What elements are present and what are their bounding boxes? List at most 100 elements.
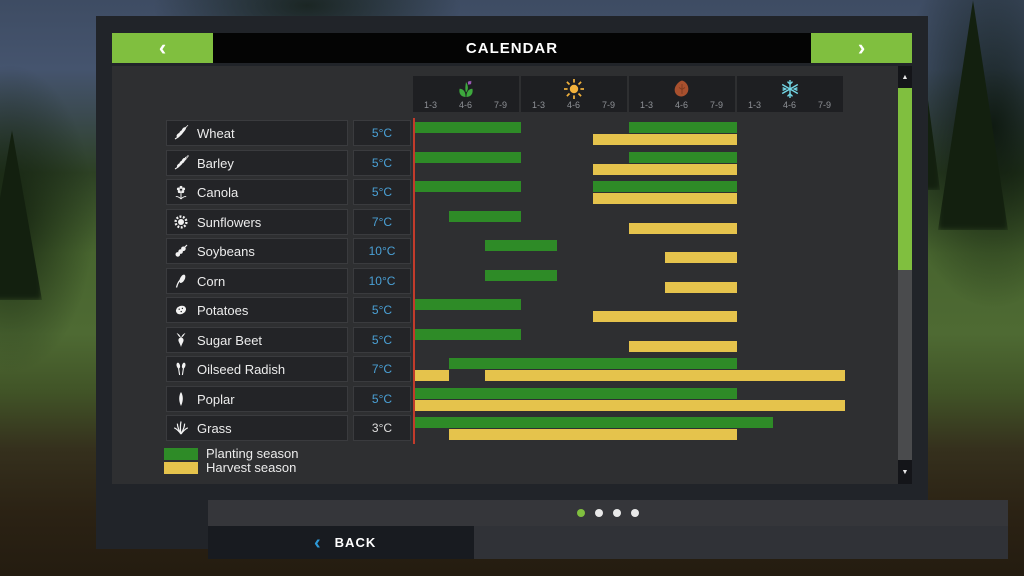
chevron-left-icon: ‹ xyxy=(158,35,167,60)
pagination xyxy=(208,500,1008,526)
planting-bar xyxy=(485,270,557,281)
page-dot-4[interactable] xyxy=(631,509,639,517)
germination-temp: 10°C xyxy=(353,268,411,294)
harvest-bar xyxy=(449,429,737,440)
harvest-bar xyxy=(593,134,737,145)
triangle-down-icon: ▼ xyxy=(901,468,909,476)
page-dot-2[interactable] xyxy=(595,509,603,517)
crop-name: Grass xyxy=(197,420,232,436)
planting-bar xyxy=(629,122,737,133)
sugar-beet-icon xyxy=(173,332,189,348)
planting-bar xyxy=(593,181,737,192)
corn-icon xyxy=(173,273,189,289)
legend-label: Harvest season xyxy=(206,460,297,475)
harvest-bar xyxy=(593,193,737,204)
period-label: 1-3 xyxy=(747,100,761,110)
crop-row-barley: Barley xyxy=(166,150,348,176)
current-day-line xyxy=(413,118,415,444)
crop-row-canola: Canola xyxy=(166,179,348,205)
harvest-bar xyxy=(485,370,845,381)
crop-name: Wheat xyxy=(197,125,235,141)
season-autumn: 1-3 4-6 7-9 xyxy=(629,76,735,112)
period-label: 1-3 xyxy=(531,100,545,110)
germination-temp: 5°C xyxy=(353,179,411,205)
germination-temp: 5°C xyxy=(353,327,411,353)
sunflowers-icon xyxy=(173,214,189,230)
crop-name: Soybeans xyxy=(197,243,255,259)
crop-name: Corn xyxy=(197,273,226,289)
harvest-bar xyxy=(665,252,737,263)
crop-row-corn: Corn xyxy=(166,268,348,294)
harvest-bar xyxy=(593,164,737,175)
period-label: 7-9 xyxy=(709,100,723,110)
crop-name: Sugar Beet xyxy=(197,332,263,348)
potatoes-icon xyxy=(173,302,189,318)
harvest-bar xyxy=(413,370,449,381)
grass-icon xyxy=(173,420,189,436)
next-page-button[interactable]: › xyxy=(811,33,912,63)
chevron-right-icon: › xyxy=(857,35,866,60)
harvest-bar xyxy=(629,341,737,352)
harvest-bar xyxy=(593,311,737,322)
period-label: 7-9 xyxy=(493,100,507,110)
bottom-bar xyxy=(474,526,1008,559)
scrollbar-track[interactable] xyxy=(898,270,912,460)
period-label: 1-3 xyxy=(423,100,437,110)
germination-temp: 5°C xyxy=(353,150,411,176)
crop-row-sugar-beet: Sugar Beet xyxy=(166,327,348,353)
pine-tree xyxy=(938,0,1008,230)
crop-row-soybeans: Soybeans xyxy=(166,238,348,264)
harvest-swatch xyxy=(164,461,198,474)
summer-icon xyxy=(521,77,627,100)
germination-temp: 10°C xyxy=(353,238,411,264)
page-dot-3[interactable] xyxy=(613,509,621,517)
back-button[interactable]: ‹ BACK xyxy=(208,526,474,559)
period-label: 4-6 xyxy=(566,100,580,110)
crop-name: Potatoes xyxy=(197,302,249,318)
legend-label: Planting season xyxy=(206,446,299,461)
crop-row-grass: Grass xyxy=(166,415,348,441)
germination-temp: 5°C xyxy=(353,297,411,323)
period-label: 4-6 xyxy=(782,100,796,110)
crop-name: Poplar xyxy=(197,391,235,407)
spring-icon xyxy=(413,77,519,100)
planting-bar xyxy=(485,240,557,251)
crop-row-potatoes: Potatoes xyxy=(166,297,348,323)
chevron-left-icon: ‹ xyxy=(314,531,321,554)
season-winter: 1-3 4-6 7-9 xyxy=(737,76,843,112)
harvest-bar xyxy=(413,400,845,411)
autumn-icon xyxy=(629,77,735,100)
crop-name: Oilseed Radish xyxy=(197,361,286,377)
triangle-up-icon: ▲ xyxy=(901,73,909,81)
planting-swatch xyxy=(164,447,198,460)
navbar: ‹ CALENDAR › xyxy=(112,33,912,63)
planting-bar xyxy=(413,152,521,163)
calendar-window: ‹ CALENDAR › 1-3 4-6 7-9 1-3 4-6 7-9 1-3 4-6 7-9… xyxy=(96,16,1008,559)
crop-name: Sunflowers xyxy=(197,214,262,230)
scrollbar: ▲ ▼ xyxy=(898,66,912,484)
scrollbar-thumb[interactable] xyxy=(898,88,912,270)
germination-temp: 5°C xyxy=(353,120,411,146)
winter-icon xyxy=(737,77,843,100)
season-spring: 1-3 4-6 7-9 xyxy=(413,76,519,112)
planting-bar xyxy=(413,181,521,192)
planting-bar xyxy=(449,211,521,222)
scroll-down-button[interactable]: ▼ xyxy=(898,460,912,484)
planting-bar xyxy=(449,358,737,369)
pine-tree xyxy=(0,130,42,300)
planting-bar xyxy=(413,299,521,310)
crop-row-sunflowers: Sunflowers xyxy=(166,209,348,235)
germination-temp: 5°C xyxy=(353,386,411,412)
germination-temp: 7°C xyxy=(353,356,411,382)
scroll-up-button[interactable]: ▲ xyxy=(898,66,912,88)
germination-temp: 3°C xyxy=(353,415,411,441)
period-label: 7-9 xyxy=(601,100,615,110)
oilseed-radish-icon xyxy=(173,361,189,377)
prev-page-button[interactable]: ‹ xyxy=(112,33,213,63)
planting-bar xyxy=(413,329,521,340)
crop-row-poplar: Poplar xyxy=(166,386,348,412)
page-dot-1[interactable] xyxy=(577,509,585,517)
period-label: 7-9 xyxy=(817,100,831,110)
period-label: 4-6 xyxy=(458,100,472,110)
